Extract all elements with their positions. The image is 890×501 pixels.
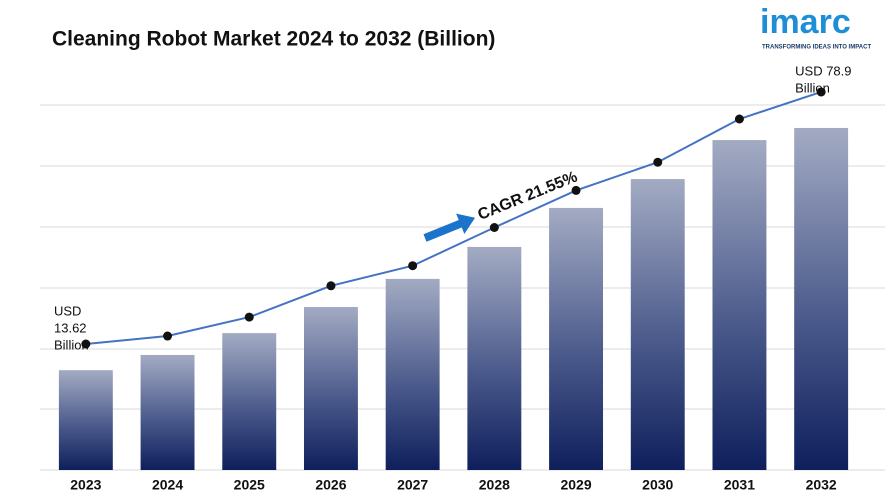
trend-point [489, 223, 499, 233]
x-tick-label: 2023 [70, 477, 101, 493]
bar [549, 207, 604, 471]
logo-tagline: TRANSFORMING IDEAS INTO IMPACT [762, 45, 871, 51]
x-tick-label: 2025 [234, 477, 265, 493]
x-tick-label: 2024 [152, 477, 183, 493]
x-tick-label: 2029 [560, 477, 591, 493]
bar [794, 127, 849, 470]
start-label: USD [54, 303, 81, 318]
trend-point [163, 331, 173, 341]
x-tick-label: 2028 [479, 477, 510, 493]
trend-point [81, 339, 91, 349]
cagr-arrow [423, 213, 476, 242]
logo-name: imarc [760, 3, 851, 41]
marks [58, 87, 849, 471]
bar [303, 306, 358, 470]
trend-point [408, 261, 418, 271]
chart-title: Cleaning Robot Market 2024 to 2032 (Bill… [52, 28, 495, 51]
trend-point [571, 185, 581, 195]
trend-point [653, 157, 663, 167]
trend-line [85, 91, 822, 346]
bar [467, 246, 522, 470]
bar [385, 278, 440, 470]
x-tick-label: 2030 [642, 477, 673, 493]
bar [630, 179, 685, 470]
bar [712, 140, 767, 470]
start-label: 13.62 [54, 320, 87, 335]
trend-point [326, 281, 336, 291]
end-label: USD 78.9 [795, 63, 851, 78]
trend-point [244, 312, 254, 322]
bar [58, 370, 113, 470]
x-tick-label: 2026 [315, 477, 346, 493]
bar [140, 354, 195, 470]
x-tick-label: 2032 [806, 477, 837, 493]
start-label: Billion [54, 337, 89, 352]
trend-point [734, 114, 744, 124]
x-tick-label: 2027 [397, 477, 428, 493]
end-label: Billion [795, 80, 830, 95]
bar [222, 333, 277, 470]
trend-point [816, 87, 826, 97]
x-tick-label: 2031 [724, 477, 755, 493]
